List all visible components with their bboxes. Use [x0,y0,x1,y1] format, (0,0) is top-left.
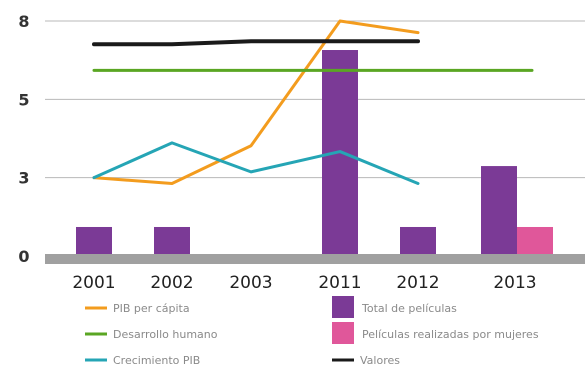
x-axis-ticks: 2001 2002 2003 2011 2012 2013 [72,273,536,293]
x-axis-band [45,254,585,264]
legend: PIB per cápita Total de películas Desarrol… [85,296,539,367]
legend-label: Desarrollo humano [113,328,218,341]
x-axis-line [45,254,585,264]
legend-label: PIB per cápita [113,302,190,315]
bar [154,227,190,256]
y-tick-label: 0 [18,247,29,266]
x-tick-label: 2013 [493,273,536,293]
legend-label: Películas realizadas por mujeres [362,328,539,341]
x-tick-label: 2012 [396,273,439,293]
legend-swatch-box [332,296,354,318]
legend-label: Valores [360,354,400,367]
line-series [94,21,532,183]
legend-label: Crecimiento PIB [113,354,200,367]
bar [400,227,436,256]
y-tick-label: 5 [18,90,29,109]
legend-label: Total de películas [361,302,457,315]
bar [517,227,553,256]
bar [481,166,517,256]
legend-swatch-box [332,322,354,344]
y-tick-label: 3 [18,169,29,188]
series-line [94,41,418,44]
y-tick-label: 8 [18,12,29,31]
y-axis-ticks: 0 3 5 8 [18,12,29,266]
bar [76,227,112,256]
x-tick-label: 2001 [72,273,115,293]
x-tick-label: 2002 [150,273,193,293]
x-tick-label: 2011 [318,273,361,293]
x-tick-label: 2003 [229,273,272,293]
